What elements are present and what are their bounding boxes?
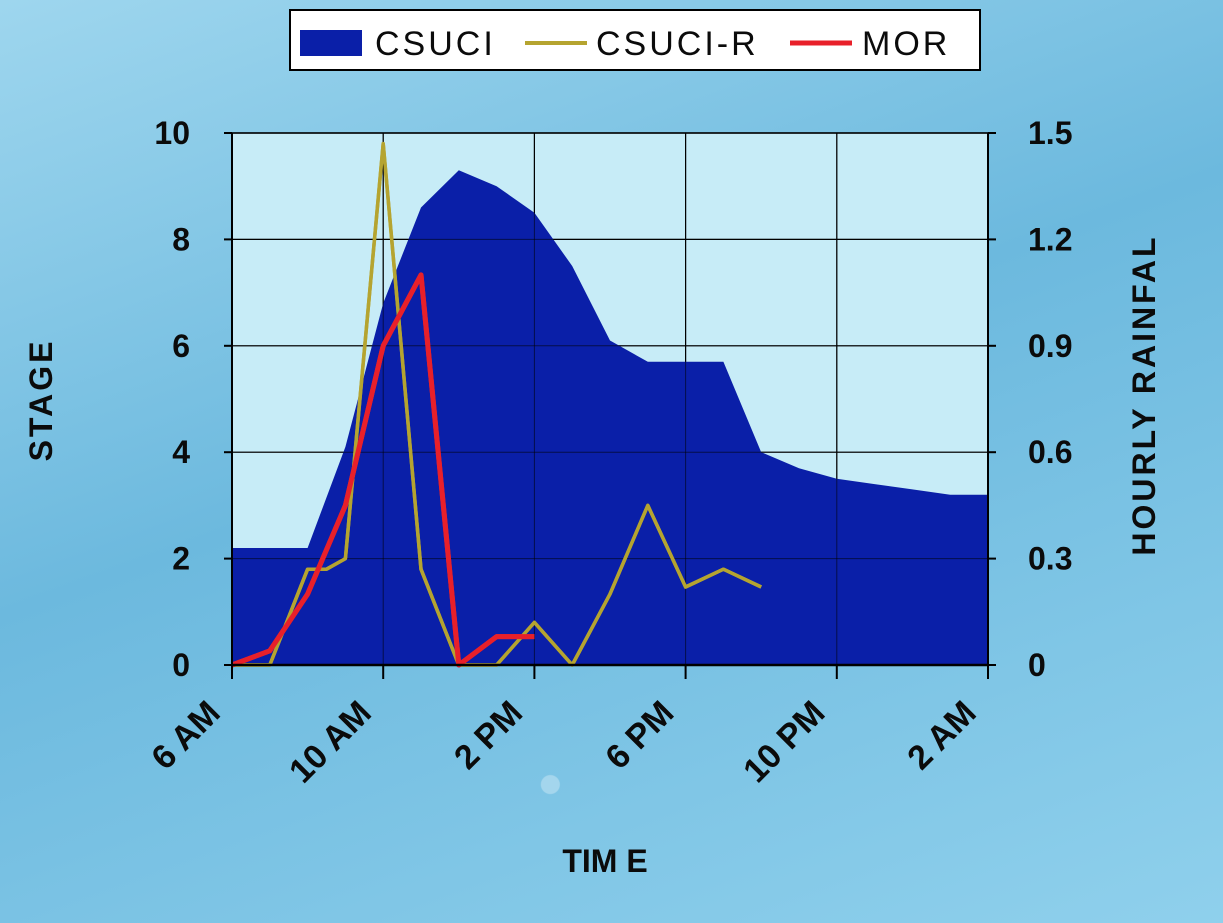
- y-left-tick-label: 4: [172, 434, 190, 470]
- x-tick-label: 10 AM: [282, 694, 379, 791]
- x-tick-label: 6 AM: [144, 694, 227, 777]
- y-left-tick-label: 6: [172, 328, 190, 364]
- y-right-tick-label: 0.9: [1028, 328, 1072, 364]
- x-tick-label: 2 PM: [447, 694, 530, 777]
- legend-label-csuci: CSUCI: [375, 25, 496, 63]
- x-axis-title: TIM E: [562, 843, 647, 879]
- x-tick-label: 2 AM: [900, 694, 983, 777]
- legend-swatch-csuci: [300, 30, 362, 56]
- y-right-tick-label: 0: [1028, 647, 1046, 683]
- y-left-axis-title: STAGE: [23, 339, 59, 462]
- series-line-top-mor: [231, 272, 535, 668]
- y-left-tick-label: 10: [154, 115, 190, 151]
- y-right-tick-label: 1.2: [1028, 221, 1072, 257]
- x-tick-label: 6 PM: [598, 694, 681, 777]
- legend-label-csuci-r: CSUCI-R: [596, 25, 759, 63]
- x-tick-label: 10 PM: [736, 694, 832, 790]
- legend-box: [289, 9, 981, 71]
- y-right-tick-label: 0.6: [1028, 434, 1072, 470]
- legend-label-mor: MOR: [862, 25, 950, 63]
- y-right-axis-title: HOURLY RAINFAL: [1126, 234, 1162, 555]
- y-left-tick-label: 2: [172, 541, 190, 577]
- y-right-tick-label: 0.3: [1028, 541, 1072, 577]
- y-left-tick-label: 0: [172, 647, 190, 683]
- y-left-tick-label: 8: [172, 221, 190, 257]
- y-right-tick-label: 1.5: [1028, 115, 1072, 151]
